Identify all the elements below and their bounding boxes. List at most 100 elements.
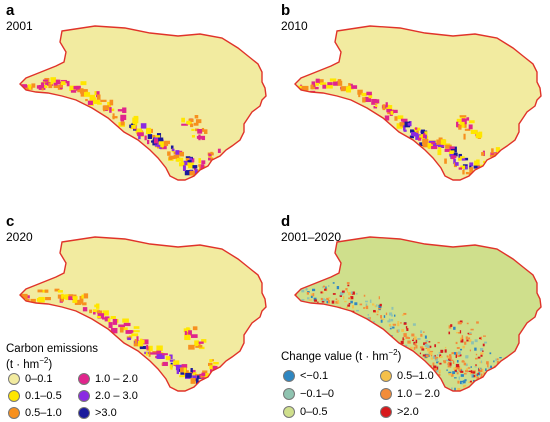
emission-patch — [102, 310, 109, 316]
legend-swatch — [283, 406, 295, 418]
emission-patch — [167, 151, 171, 156]
change-patch — [452, 371, 456, 375]
change-patch — [292, 291, 294, 293]
emission-patch — [364, 96, 372, 103]
change-patch — [472, 374, 474, 378]
change-patch — [402, 337, 404, 341]
change-patch — [348, 302, 351, 305]
emission-patch — [190, 123, 194, 128]
emission-patch — [469, 167, 474, 173]
emission-patch — [200, 164, 205, 170]
change-patch — [453, 352, 457, 355]
change-patch — [415, 339, 418, 344]
change-patch — [466, 339, 469, 342]
emission-patch — [184, 334, 191, 341]
emission-patch — [178, 162, 185, 167]
change-patch — [369, 299, 372, 303]
emission-patch — [495, 147, 500, 153]
emission-patch — [329, 78, 337, 82]
change-patch — [430, 353, 433, 357]
emission-patch — [146, 346, 151, 351]
change-patch — [367, 314, 369, 316]
change-patch — [485, 368, 487, 371]
emission-patch — [487, 161, 491, 165]
change-patch — [397, 322, 400, 327]
panel-year-b: 2010 — [281, 19, 308, 33]
change-patch — [339, 294, 343, 297]
change-patch — [345, 288, 348, 291]
emission-patch — [463, 133, 466, 140]
change-patch — [304, 308, 307, 310]
emission-patch — [453, 158, 456, 165]
emission-patch — [188, 163, 194, 169]
change-patch — [471, 375, 473, 378]
emission-patch — [213, 362, 219, 365]
region-fill — [295, 237, 541, 391]
change-patch — [445, 359, 449, 362]
change-patch — [479, 367, 481, 370]
change-patch — [454, 387, 456, 391]
change-patch — [432, 355, 436, 359]
legend-item: 0.5–1.0 — [8, 407, 62, 419]
emission-patch — [92, 309, 99, 313]
emission-patch — [431, 141, 435, 145]
change-patch — [356, 292, 358, 295]
legend-swatch — [8, 390, 20, 402]
change-patch — [465, 336, 468, 340]
emission-patch — [450, 146, 457, 153]
change-patch — [378, 332, 382, 335]
emission-patch — [317, 79, 324, 83]
change-patch — [475, 353, 478, 356]
emission-patch — [70, 90, 77, 93]
emission-patch — [193, 378, 199, 382]
change-patch — [456, 360, 459, 363]
change-patch — [479, 368, 483, 373]
emission-patch — [192, 326, 198, 331]
change-patch — [388, 323, 392, 327]
change-patch — [456, 372, 459, 375]
change-patch — [414, 342, 417, 346]
legend-item: 0.5–1.0 — [380, 370, 434, 382]
emission-patch — [159, 145, 167, 150]
change-patch — [307, 291, 310, 293]
emission-patch — [185, 331, 189, 336]
change-patch — [496, 358, 499, 361]
change-patch — [465, 368, 469, 371]
emission-patch — [181, 364, 188, 369]
change-patch — [463, 362, 467, 366]
change-patch — [477, 373, 479, 375]
change-patch — [366, 324, 370, 326]
change-patch — [454, 368, 457, 372]
map-panel-a: a 2001 — [0, 0, 275, 211]
change-patch — [405, 326, 408, 329]
emission-patch — [198, 344, 203, 348]
change-patch — [477, 356, 481, 359]
change-patch — [468, 333, 472, 336]
emission-patch — [185, 372, 192, 378]
change-patch — [447, 356, 451, 359]
change-patch — [355, 317, 359, 319]
emission-patch — [176, 368, 180, 375]
change-patch — [332, 282, 335, 284]
emission-patch — [152, 351, 160, 354]
change-patch — [470, 366, 472, 368]
change-patch — [472, 371, 476, 374]
change-patch — [439, 354, 442, 358]
emission-patch — [208, 153, 212, 157]
change-patch — [322, 286, 324, 289]
region-fill — [295, 26, 541, 180]
emission-patch — [358, 92, 361, 98]
emission-patch — [119, 327, 124, 333]
change-patch — [474, 357, 478, 360]
change-patch — [465, 363, 468, 367]
change-patch — [383, 315, 386, 318]
change-patch — [470, 370, 473, 374]
change-patch — [433, 365, 437, 369]
emission-patch — [198, 346, 205, 350]
emission-patch — [461, 118, 467, 125]
emission-patch — [195, 128, 199, 132]
change-patch — [482, 343, 485, 347]
panel-year-d: 2001–2020 — [281, 230, 342, 244]
emission-patch — [96, 303, 100, 309]
change-patch — [486, 361, 489, 365]
